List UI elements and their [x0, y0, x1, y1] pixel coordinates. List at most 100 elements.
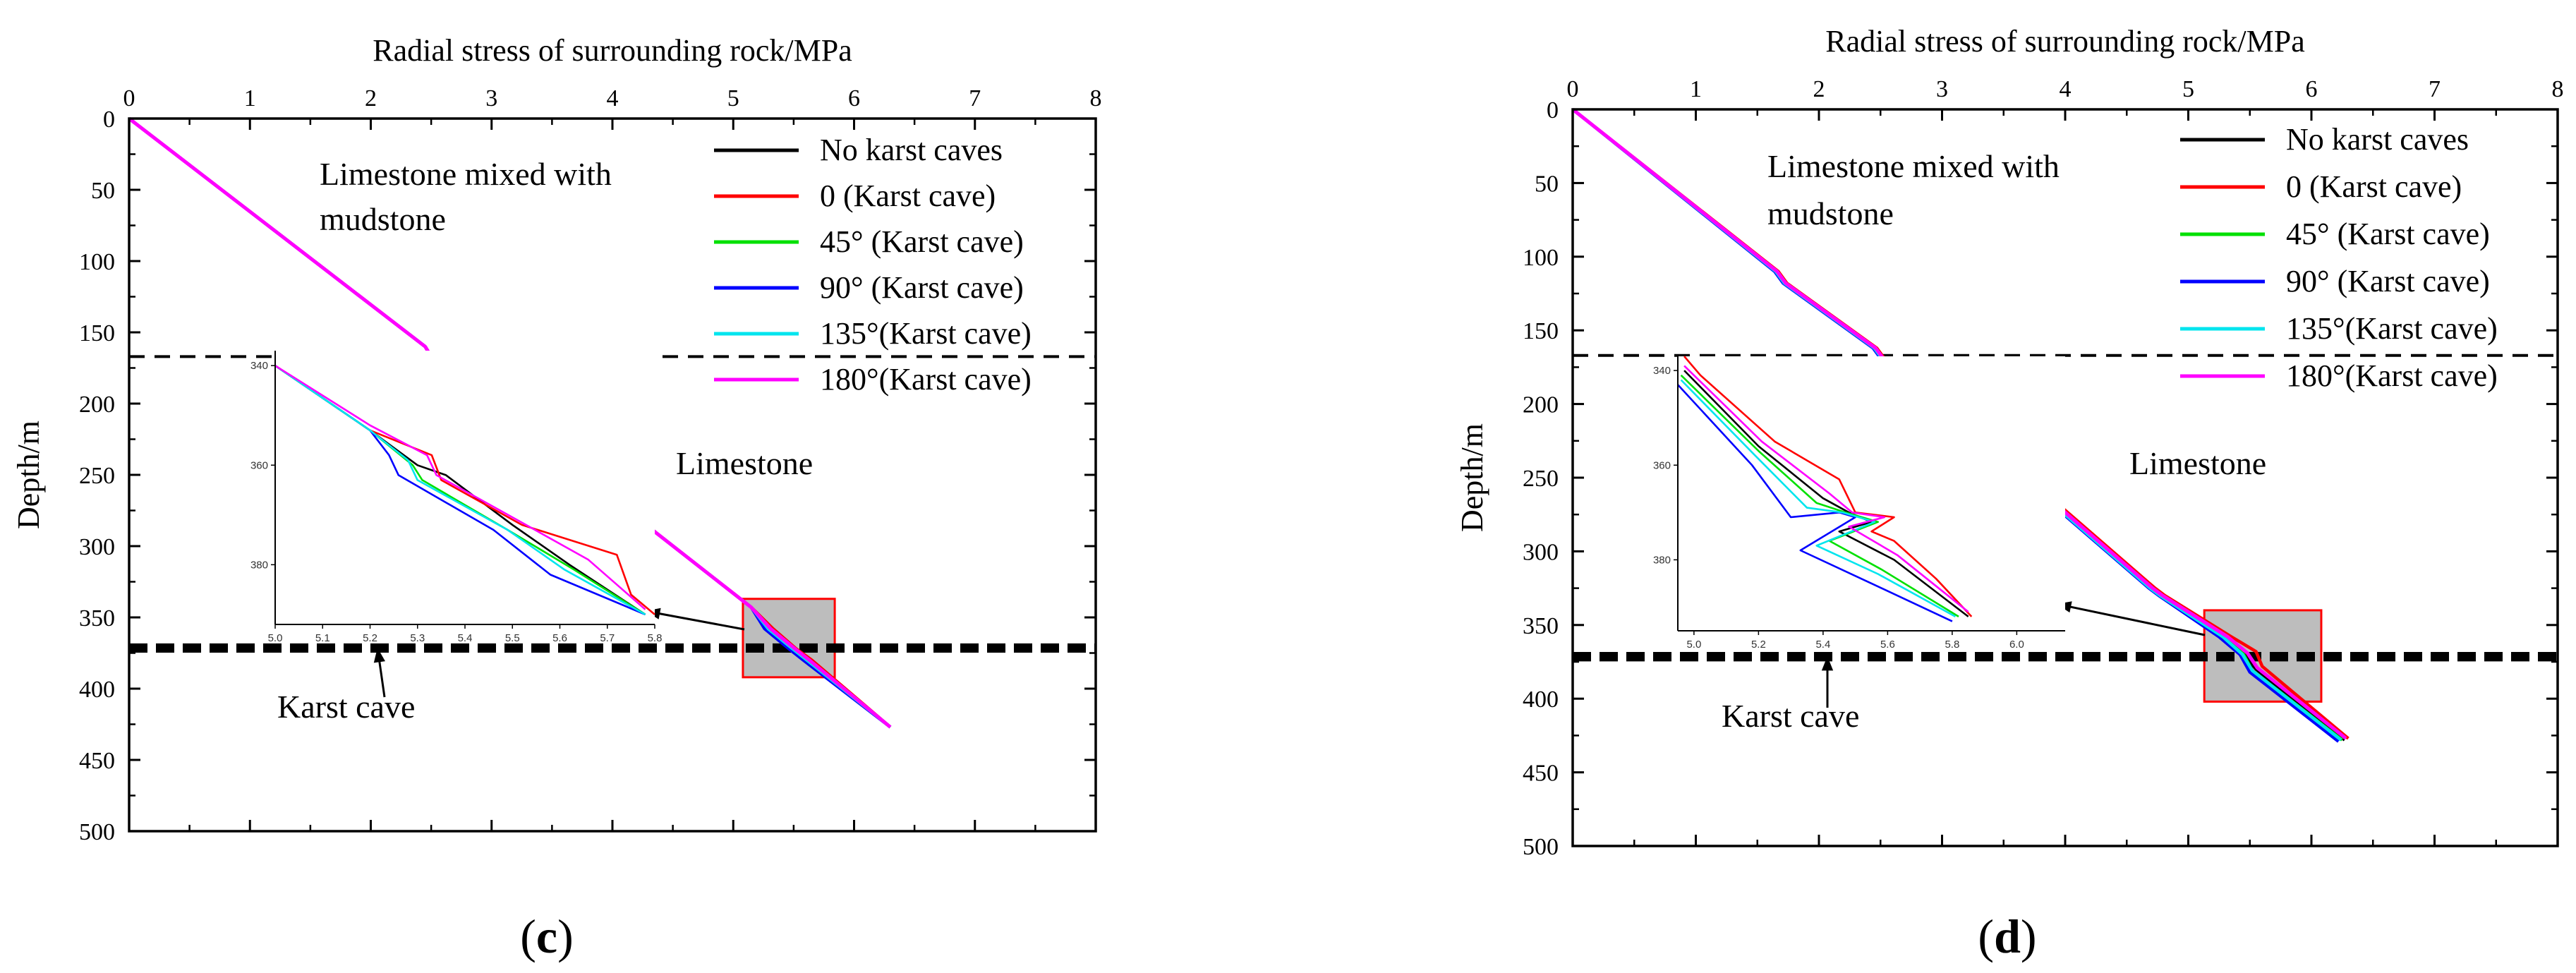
x-tick-label: 6: [2306, 76, 2318, 102]
inset-y-tick-label: 340: [1653, 365, 1671, 377]
y-axis-title: Depth/m: [1455, 423, 1489, 532]
inset-x-tick-label: 5.2: [363, 632, 377, 644]
legend-entry: No karst caves: [820, 133, 1003, 167]
y-tick-label: 450: [1523, 761, 1559, 787]
y-tick-label: 250: [1523, 466, 1559, 492]
x-tick-label: 8: [1090, 85, 1102, 111]
x-tick-label: 7: [2429, 76, 2441, 102]
x-tick-label: 3: [1936, 76, 1948, 102]
y-tick-label: 200: [79, 392, 115, 418]
panel-d: 0 1 2 3 4 5 6 7 8 0 50 100 150 200 250 300 350 400 450 500 R…: [1455, 24, 2564, 963]
annotation-limestone: Limestone: [676, 445, 813, 481]
panel-label-close: ): [557, 909, 574, 963]
legend-entry: 135°(Karst cave): [820, 316, 1032, 351]
x-tick-label: 2: [365, 85, 377, 111]
y-tick-label: 50: [1535, 171, 1559, 197]
y-tick-label: 450: [79, 748, 115, 774]
inset-x-tick-label: 5.6: [552, 632, 567, 644]
y-tick-label: 500: [1523, 834, 1559, 860]
x-tick-label: 7: [969, 85, 981, 111]
series-line-5: [128, 117, 892, 729]
y-axis-title: Depth/m: [11, 421, 46, 529]
y-tick-label: 400: [1523, 687, 1559, 713]
inset-series-line-5: [274, 365, 646, 610]
y-tick-label: 400: [79, 677, 115, 703]
y-tick-label: 350: [1523, 613, 1559, 639]
panel-label: (d): [1978, 909, 2036, 963]
inset-series-line-1: [274, 365, 655, 615]
legend-entry: 45° (Karst cave): [2286, 217, 2490, 251]
inset-series-line-5: [1683, 365, 1969, 613]
y-tick-label: 300: [79, 534, 115, 560]
karst-cave-arrow-head: [1821, 656, 1834, 671]
y-tick-label: 0: [1547, 97, 1559, 123]
inset-y-tick-label: 360: [250, 459, 268, 471]
inset-series-line-4: [274, 365, 646, 616]
legend-entry: 90° (Karst cave): [2286, 264, 2490, 298]
x-tick-label: 0: [1567, 76, 1579, 102]
x-axis-title: Radial stress of surrounding rock/MPa: [1825, 24, 2304, 59]
y-tick-label: 50: [91, 178, 115, 204]
inset-x-tick-label: 5.0: [268, 632, 283, 644]
inset-plot: 5.0 5.1 5.2 5.3 5.4 5.5 5.6 5.7 5.8 340 360 380: [250, 351, 662, 644]
inset-x-tick-label: 5.1: [315, 632, 330, 644]
inset-x-tick-label: 5.3: [410, 632, 425, 644]
x-tick-label: 3: [485, 85, 497, 111]
legend-entry: 0 (Karst cave): [2286, 169, 2462, 204]
inset-x-tick-label: 5.8: [648, 632, 663, 644]
y-tick-label: 350: [79, 605, 115, 631]
inset-x-tick-label: 5.6: [1880, 639, 1895, 651]
annotation-upper-layer: mudstone: [1767, 195, 1894, 231]
zoom-box: [742, 598, 836, 679]
inset-x-tick-label: 5.4: [458, 632, 473, 644]
x-tick-label: 0: [123, 85, 135, 111]
x-axis-title: Radial stress of surrounding rock/MPa: [373, 33, 852, 68]
panel-label-letter: c: [536, 909, 557, 963]
x-tick-label: 8: [2552, 76, 2564, 102]
inset-x-tick-label: 5.0: [1686, 639, 1701, 651]
legend-entry: 0 (Karst cave): [820, 179, 996, 213]
legend-entry: No karst caves: [2286, 122, 2469, 157]
panel-c: 0 1 2 3 4 5 6 7 8 0 50 100 150 200 250 300 350 400 450 500 R…: [11, 33, 1102, 963]
inset-x-tick-label: 5.4: [1815, 639, 1830, 651]
panel-label: (c): [520, 909, 574, 963]
annotation-limestone: Limestone: [2129, 445, 2266, 481]
inset-background: [1678, 356, 2065, 631]
inset-plot: 5.0 5.2 5.4 5.6 5.8 6.0 340 360 380: [1653, 356, 2065, 651]
inset-y-tick-label: 380: [1653, 554, 1671, 566]
zoom-arrow-shaft: [645, 610, 745, 631]
y-tick-label: 150: [1523, 318, 1559, 344]
zoom-arrow-shaft: [2056, 603, 2206, 636]
inset-y-tick-label: 380: [250, 559, 268, 571]
y-tick-label: 200: [1523, 392, 1559, 418]
y-tick-label: 500: [79, 819, 115, 845]
legend-entry: 90° (Karst cave): [820, 270, 1024, 305]
annotation-upper-layer: Limestone mixed with: [320, 156, 612, 192]
y-tick-label: 0: [103, 107, 115, 133]
legend-entry: 135°(Karst cave): [2286, 311, 2498, 346]
inset-x-tick-label: 5.7: [600, 632, 615, 644]
x-tick-label: 6: [848, 85, 860, 111]
annotation-upper-layer: Limestone mixed with: [1767, 148, 2060, 184]
legend-entry: 45° (Karst cave): [820, 224, 1024, 259]
inset-y-tick-label: 360: [1653, 459, 1671, 471]
y-tick-label: 100: [79, 249, 115, 275]
x-tick-label: 1: [244, 85, 256, 111]
panel-label-open: (: [520, 909, 536, 963]
y-tick-label: 100: [1523, 245, 1559, 271]
karst-cave-arrow-head: [373, 648, 385, 663]
inset-x-tick-label: 6.0: [2009, 639, 2024, 651]
y-tick-label: 300: [1523, 539, 1559, 565]
legend-entry: 180°(Karst cave): [820, 362, 1032, 397]
annotation-karst-cave: Karst cave: [1722, 698, 1859, 734]
x-tick-label: 5: [2182, 76, 2194, 102]
inset-x-tick-label: 5.8: [1945, 639, 1959, 651]
x-tick-label: 1: [1690, 76, 1702, 102]
inset-x-tick-label: 5.5: [505, 632, 520, 644]
panel-label-open: (: [1978, 909, 1994, 963]
inset-series-line-4: [1680, 379, 1957, 618]
x-tick-label: 4: [607, 85, 619, 111]
inset-y-tick-label: 340: [250, 360, 268, 372]
x-tick-label: 2: [1813, 76, 1825, 102]
